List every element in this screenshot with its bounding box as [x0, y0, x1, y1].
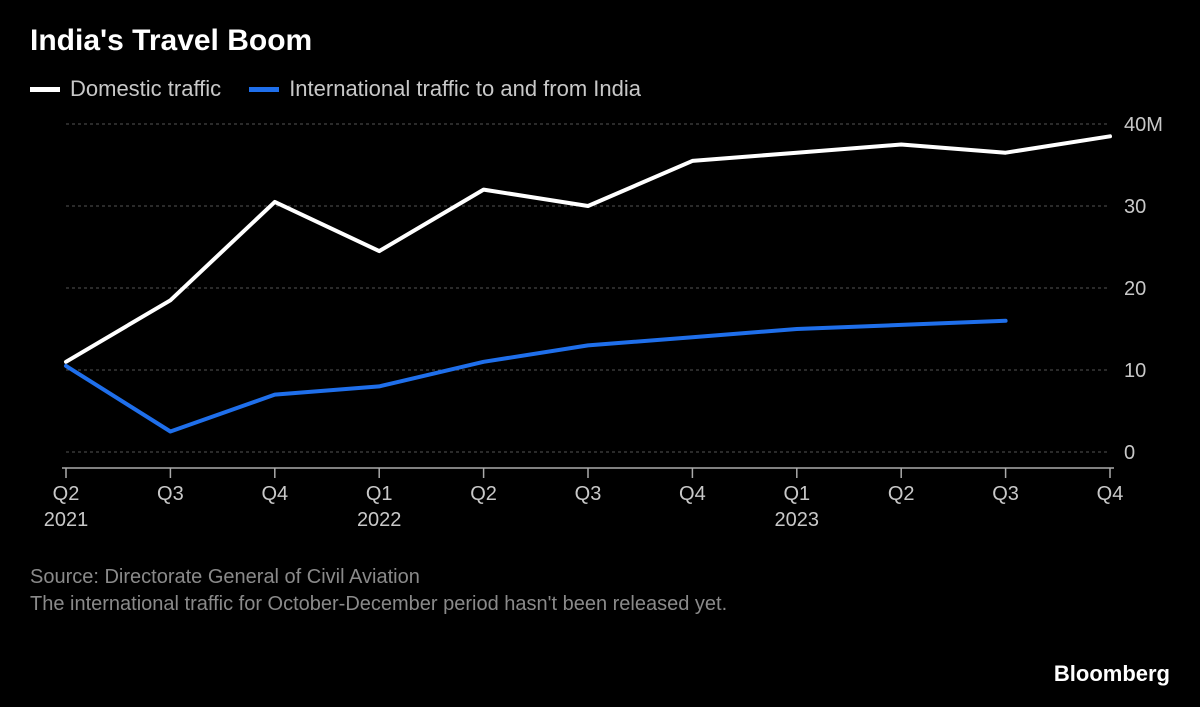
x-axis-label: Q3 [992, 483, 1019, 505]
x-axis-label: Q3 [157, 483, 184, 505]
x-axis-year-label: 2023 [775, 509, 820, 531]
series-international [66, 321, 1006, 432]
y-axis-label: 40M [1124, 114, 1163, 136]
brand-label: Bloomberg [1054, 661, 1170, 687]
legend-label: International traffic to and from India [289, 76, 641, 102]
legend: Domestic traffic International traffic t… [30, 76, 1170, 102]
line-chart: 0 10 20 30 40M Q2 Q3 Q4 Q1 Q2 Q3 Q4 Q1 Q2 Q3 Q4 2021 2022… [30, 112, 1170, 552]
x-axis-label: Q2 [53, 483, 80, 505]
y-axis-label: 30 [1124, 196, 1146, 218]
x-axis-year-label: 2021 [44, 509, 89, 531]
chart-container: India's Travel Boom Domestic traffic Int… [0, 0, 1200, 707]
chart-area: 0 10 20 30 40M Q2 Q3 Q4 Q1 Q2 Q3 Q4 Q1 Q2 Q3 Q4 2021 2022… [30, 112, 1170, 552]
x-axis-label: Q2 [470, 483, 497, 505]
x-axis-label: Q4 [261, 483, 288, 505]
legend-item-international: International traffic to and from India [249, 76, 641, 102]
source-text: Source: Directorate General of Civil Avi… [30, 564, 1170, 591]
x-axis-label: Q1 [366, 483, 393, 505]
x-axis-label: Q1 [783, 483, 810, 505]
x-axis-year-label: 2022 [357, 509, 402, 531]
chart-footer: Source: Directorate General of Civil Avi… [30, 564, 1170, 618]
legend-swatch-international [249, 87, 279, 92]
x-axis-label: Q2 [888, 483, 915, 505]
y-axis-label: 0 [1124, 442, 1135, 464]
y-axis-label: 10 [1124, 360, 1146, 382]
series-domestic [66, 136, 1110, 361]
x-axis-label: Q3 [575, 483, 602, 505]
legend-item-domestic: Domestic traffic [30, 76, 221, 102]
x-axis-label: Q4 [679, 483, 706, 505]
legend-label: Domestic traffic [70, 76, 221, 102]
legend-swatch-domestic [30, 87, 60, 92]
page-title: India's Travel Boom [30, 24, 1170, 58]
x-axis-label: Q4 [1097, 483, 1124, 505]
footer-note: The international traffic for October-De… [30, 591, 1170, 618]
y-axis-label: 20 [1124, 278, 1146, 300]
